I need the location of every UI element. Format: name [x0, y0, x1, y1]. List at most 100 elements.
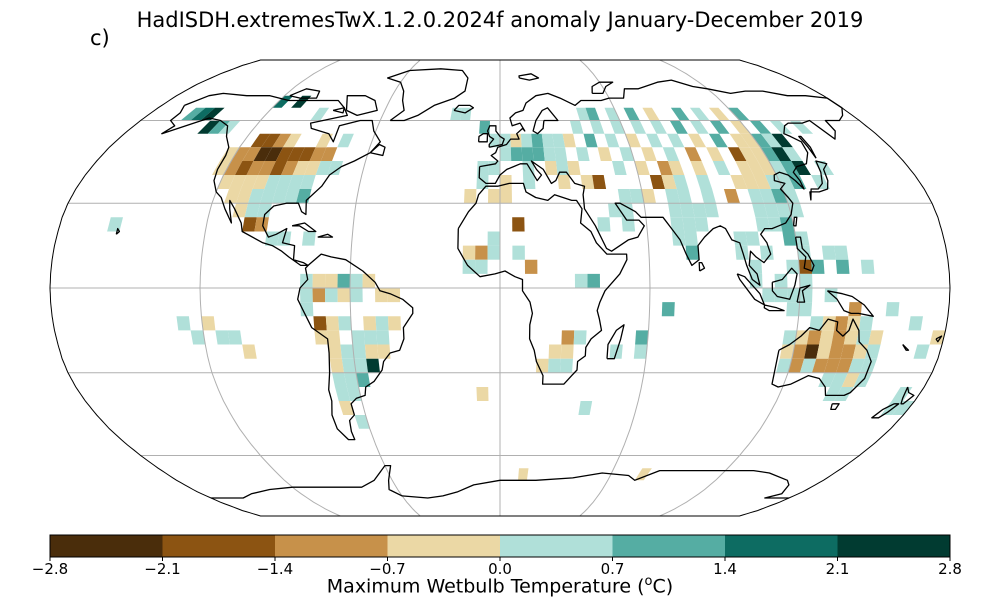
- anomaly-cell: [848, 358, 865, 373]
- anomaly-cell: [536, 358, 549, 373]
- coastline: [369, 143, 386, 157]
- anomaly-cell: [377, 344, 391, 359]
- anomaly-cell: [354, 358, 368, 373]
- anomaly-cell: [314, 330, 329, 345]
- anomaly-cell: [574, 273, 588, 288]
- anomaly-cell: [641, 147, 657, 161]
- anomaly-cell: [236, 189, 253, 204]
- anomaly-cell: [532, 147, 545, 161]
- anomaly-cell: [561, 330, 575, 345]
- anomaly-cell: [190, 107, 216, 121]
- colorbar-bin: [612, 535, 726, 557]
- anomaly-cell: [629, 189, 644, 204]
- anomaly-cell: [298, 147, 316, 161]
- anomaly-cell: [656, 161, 673, 175]
- anomaly-cell: [735, 245, 749, 260]
- anomaly-cell: [829, 372, 848, 387]
- anomaly-cell: [735, 161, 754, 175]
- anomaly-cell: [750, 133, 772, 148]
- anomaly-cell: [769, 120, 793, 134]
- colorbar-tick-label: −0.7: [369, 560, 405, 578]
- anomaly-cell: [356, 372, 371, 387]
- anomaly-cell: [475, 245, 488, 260]
- anomaly-cell: [375, 316, 389, 331]
- anomaly-cell: [729, 120, 751, 134]
- anomaly-cell: [556, 161, 570, 175]
- anomaly-cell: [376, 330, 390, 345]
- anomaly-cell: [740, 133, 761, 148]
- anomaly-cell: [554, 147, 568, 161]
- anomaly-cell: [617, 189, 632, 204]
- anomaly-cell: [797, 245, 812, 260]
- anomaly-cell: [543, 147, 556, 161]
- anomaly-cell: [338, 316, 352, 331]
- anomaly-cell: [224, 189, 241, 204]
- anomaly-cell: [315, 161, 332, 175]
- anomaly-cell: [510, 147, 523, 161]
- coastline: [211, 464, 790, 499]
- anomaly-cell: [315, 133, 333, 148]
- anomaly-cell: [476, 387, 489, 401]
- anomaly-cell: [694, 217, 709, 232]
- anomaly-cell: [811, 175, 830, 189]
- anomaly-cell: [794, 330, 810, 345]
- anomaly-cell: [313, 316, 327, 331]
- anomaly-cell: [557, 175, 571, 189]
- anomaly-cell: [325, 316, 340, 331]
- coastline: [902, 344, 910, 351]
- anomaly-cell: [500, 147, 512, 161]
- anomaly-cell: [242, 147, 262, 161]
- anomaly-cell: [567, 161, 581, 175]
- anomaly-cell: [759, 245, 774, 260]
- anomaly-cell: [891, 387, 913, 401]
- colorbar-tick-label: 2.8: [938, 560, 962, 578]
- anomaly-cell: [661, 302, 675, 317]
- anomaly-cell: [242, 217, 257, 232]
- anomaly-cell: [831, 330, 847, 345]
- anomaly-cell: [633, 344, 648, 359]
- colorbar-tick-label: 0.0: [488, 560, 512, 578]
- anomaly-cell: [821, 245, 836, 260]
- anomaly-cell: [779, 217, 795, 232]
- anomaly-cell: [908, 316, 923, 331]
- gridline-longitude: [579, 59, 651, 517]
- anomaly-cell: [641, 189, 656, 204]
- anomaly-cell: [337, 133, 354, 148]
- anomaly-cell: [712, 161, 731, 175]
- coastline: [796, 284, 811, 303]
- anomaly-cell: [789, 120, 814, 134]
- anomaly-cell: [791, 344, 807, 359]
- anomaly-cell: [350, 288, 363, 303]
- anomaly-cell: [312, 288, 326, 303]
- anomaly-cell: [799, 273, 813, 288]
- anomaly-cell: [531, 133, 544, 148]
- anomaly-cell: [620, 203, 634, 218]
- anomaly-cell: [762, 288, 775, 303]
- anomaly-cell: [748, 259, 763, 274]
- anomaly-cell: [325, 288, 338, 303]
- colorbar-tick-label: −2.8: [32, 560, 68, 578]
- anomaly-cell: [646, 133, 663, 148]
- anomaly-cell: [351, 330, 365, 345]
- anomaly-cell: [661, 175, 677, 189]
- anomaly-cell: [364, 344, 379, 359]
- anomaly-cell: [592, 175, 607, 189]
- anomaly-cell: [304, 161, 321, 175]
- colorbar-bin: [50, 535, 163, 557]
- coastline: [477, 133, 489, 143]
- anomaly-cell: [806, 330, 822, 345]
- anomaly-cell: [687, 133, 707, 148]
- anomaly-cell: [201, 316, 216, 331]
- anomaly-cell: [689, 107, 710, 121]
- anomaly-cell: [708, 133, 728, 148]
- anomaly-cell: [462, 245, 476, 260]
- coastline: [771, 267, 798, 300]
- coastline: [771, 318, 872, 397]
- anomaly-cell: [670, 217, 685, 232]
- anomaly-cell: [264, 147, 283, 161]
- anomaly-cell: [227, 330, 243, 345]
- colorbar-bin: [837, 535, 951, 557]
- anomaly-cell: [760, 133, 783, 148]
- anomaly-cell: [782, 330, 797, 345]
